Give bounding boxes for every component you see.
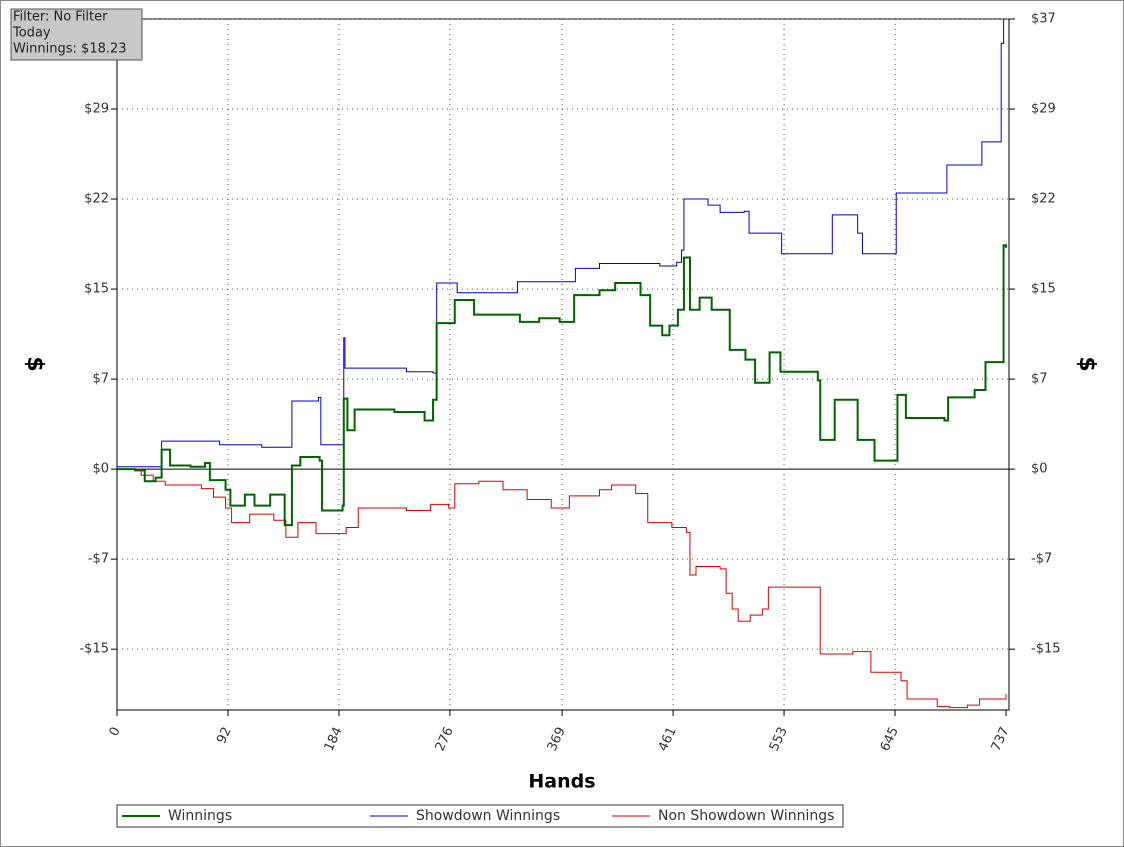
legend-label: Showdown Winnings	[416, 808, 560, 824]
filter-text: Winnings: $18.23	[13, 42, 127, 57]
x-axis-label: Hands	[528, 771, 595, 793]
y2-axis-label: $	[1074, 356, 1099, 371]
x-tick-label: 92	[214, 725, 235, 746]
y-tick-label: $22	[84, 192, 109, 207]
y-tick-label: $7	[92, 372, 109, 387]
y-tick-label: -$15	[79, 642, 109, 657]
y2-tick-label: -$7	[1031, 552, 1052, 567]
legend-label: Winnings	[168, 808, 232, 824]
y2-tick-label: $22	[1031, 192, 1056, 207]
series-line	[117, 468, 1007, 709]
y-tick-label: $0	[92, 462, 109, 477]
filter-text: Today	[12, 26, 51, 41]
filter-box	[10, 8, 143, 61]
y-tick-label: -$7	[88, 552, 109, 567]
legend	[116, 804, 844, 828]
filter-text: Filter: No Filter	[13, 10, 108, 25]
y2-tick-label: $37	[1031, 12, 1056, 27]
legend-label: Non Showdown Winnings	[658, 808, 834, 824]
y-axis-label: $	[22, 356, 47, 371]
y2-tick-label: $0	[1031, 462, 1048, 477]
y2-tick-label: $29	[1031, 102, 1056, 117]
y2-tick-label: $15	[1031, 282, 1056, 297]
y2-tick-label: $7	[1031, 372, 1048, 387]
series-line	[117, 244, 1007, 527]
y-tick-label: $15	[84, 282, 109, 297]
y2-tick-label: -$15	[1031, 642, 1061, 657]
y-tick-label: $29	[84, 102, 109, 117]
series-line	[117, 19, 1005, 468]
